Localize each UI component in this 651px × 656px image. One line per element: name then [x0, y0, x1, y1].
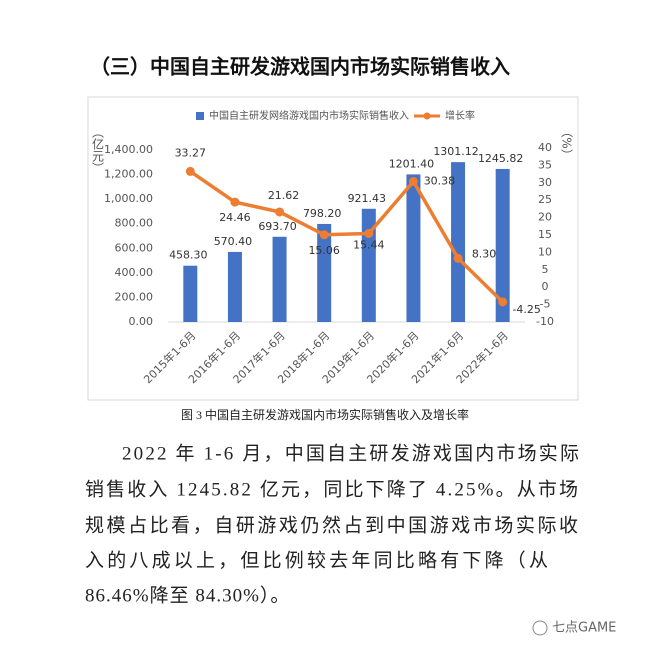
y-tick-label: 1,200.00 [104, 168, 153, 181]
chart-frame [87, 96, 579, 401]
y2-tick-label: 15 [538, 228, 552, 241]
data-label: 798.20 [303, 207, 342, 220]
line-point [498, 297, 508, 307]
y-axis-title: （亿元） [91, 126, 105, 174]
legend-label: 增长率 [445, 109, 475, 122]
y2-tick-label: 5 [542, 263, 549, 276]
y2-tick-label: 40 [538, 141, 552, 154]
bar [227, 251, 242, 322]
paragraph-line: 规模占比看，自研游戏仍然占到中国游戏市场实际收 [85, 514, 579, 536]
line-point [319, 230, 329, 240]
y2-axis-title: （%） [560, 125, 574, 160]
data-label: 21.62 [268, 189, 300, 202]
y-tick-label: 0.00 [129, 315, 154, 328]
bar [495, 168, 510, 322]
data-label: 1301.12 [433, 145, 479, 158]
bar [361, 208, 376, 322]
watermark-icon [532, 620, 548, 636]
y2-tick-label: 30 [538, 176, 552, 189]
data-label: 921.43 [348, 192, 387, 205]
legend-swatch [423, 112, 431, 120]
y-tick-label: 400.00 [115, 266, 154, 279]
bar [317, 223, 332, 322]
y2-tick-label: -10 [536, 315, 554, 328]
caption: 图 3 中国自主研发游戏国内市场实际销售收入及增长率 [181, 407, 469, 422]
y2-tick-label: -5 [540, 298, 551, 311]
y2-tick-label: 20 [538, 211, 552, 224]
y-tick-label: 1,000.00 [104, 192, 153, 205]
line-point [364, 228, 374, 238]
data-label: 8.30 [472, 247, 497, 260]
data-label: -4.25 [512, 303, 540, 316]
line-point [408, 176, 418, 186]
bar [183, 265, 198, 322]
legend-swatch [196, 112, 204, 120]
bar [272, 236, 287, 322]
paragraph-line: 销售收入 1245.82 亿元，同比下降了 4.25%。从市场 [85, 478, 579, 500]
y2-tick-label: 35 [538, 158, 552, 171]
paragraph-line: 2022 年 1-6 月，中国自主研发游戏国内市场实际 [122, 442, 580, 464]
y-tick-label: 200.00 [115, 290, 154, 303]
y-tick-label: 600.00 [115, 241, 154, 254]
data-label: 570.40 [214, 235, 253, 248]
bar [406, 174, 421, 322]
data-label: 1201.40 [389, 157, 435, 170]
y2-tick-label: 25 [538, 193, 552, 206]
data-label: 33.27 [175, 146, 207, 159]
y-tick-label: 1,400.00 [104, 143, 153, 156]
data-label: 30.38 [424, 174, 456, 187]
y-tick-label: 800.00 [115, 217, 154, 230]
y2-tick-label: 10 [538, 245, 552, 258]
line-point [453, 253, 463, 263]
data-label: 458.30 [169, 249, 208, 262]
data-label: 15.06 [308, 244, 340, 257]
legend-label: 中国自主研发网络游戏国内市场实际销售收入 [209, 109, 409, 122]
data-label: 693.70 [258, 220, 297, 233]
paragraph-line: 入的八成以上，但比例较去年同比略有下降（从 [85, 549, 549, 571]
data-label: 24.46 [219, 211, 251, 224]
data-label: 15.44 [353, 238, 385, 251]
paragraph-line: 86.46%降至 84.30%）。 [85, 584, 290, 606]
line-point [275, 207, 285, 217]
line-point [185, 166, 195, 176]
y2-tick-label: 0 [542, 280, 549, 293]
line-point [230, 197, 240, 207]
heading: （三）中国自主研发游戏国内市场实际销售收入 [90, 55, 510, 79]
line [189, 169, 504, 304]
bar [451, 162, 466, 322]
data-label: 1245.82 [478, 152, 524, 165]
watermark: 七点GAME [552, 621, 616, 636]
